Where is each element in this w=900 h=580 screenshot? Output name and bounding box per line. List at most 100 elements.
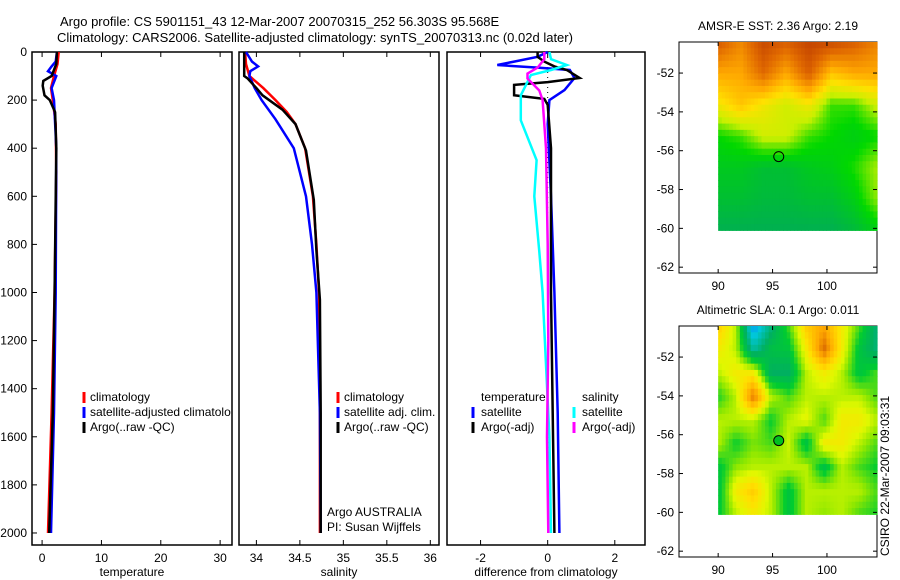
heatmap-cell xyxy=(786,476,791,484)
heatmap-cell xyxy=(718,54,723,62)
heatmap-cell xyxy=(732,401,737,409)
heatmap-cell xyxy=(732,117,737,125)
heatmap-cell xyxy=(797,180,802,187)
heatmap-cell xyxy=(830,67,835,74)
heatmap-cell xyxy=(819,376,824,384)
heatmap-cell xyxy=(718,457,723,465)
heatmap-cell xyxy=(790,192,795,200)
heatmap-cell xyxy=(757,332,763,340)
heatmap-cell xyxy=(757,508,763,515)
heatmap-cell xyxy=(826,501,831,509)
heatmap-cell xyxy=(808,48,813,56)
heatmap-cell xyxy=(822,482,828,490)
heatmap-cell xyxy=(873,357,878,365)
heatmap-cell xyxy=(765,395,770,402)
heatmap-cell xyxy=(768,173,773,181)
x-tick-label: 34.5 xyxy=(288,551,312,565)
x-tick-label: 20 xyxy=(154,551,168,565)
heatmap-cell xyxy=(757,192,763,200)
heatmap-cell xyxy=(826,54,831,62)
heatmap-cell xyxy=(801,54,806,62)
heatmap-cell xyxy=(750,129,755,137)
heatmap-cell xyxy=(779,205,784,213)
heatmap-cell xyxy=(862,154,867,162)
heatmap-cell xyxy=(840,173,846,181)
heatmap-cell xyxy=(844,117,849,125)
heatmap-cell xyxy=(772,111,777,118)
heatmap-cell xyxy=(754,445,759,453)
heatmap-cell xyxy=(815,192,820,200)
heatmap-cell xyxy=(757,180,763,187)
heatmap-cell xyxy=(768,73,773,81)
heatmap-cell xyxy=(750,501,755,509)
heatmap-cell xyxy=(721,426,726,434)
heatmap-cell xyxy=(830,129,835,137)
heatmap-cell xyxy=(862,407,867,415)
heatmap-cell xyxy=(808,464,813,471)
heatmap-cell xyxy=(790,382,795,390)
heatmap-cell xyxy=(783,395,788,402)
heatmap-cell xyxy=(804,85,810,93)
heatmap-cell xyxy=(728,445,734,453)
heatmap-cell xyxy=(775,401,781,409)
heatmap-cell xyxy=(790,457,795,465)
heatmap-cell xyxy=(793,382,799,390)
heatmap-cell xyxy=(739,332,745,340)
heatmap-cell xyxy=(743,192,748,200)
heatmap-cell xyxy=(736,60,741,68)
heatmap-cell xyxy=(866,54,871,62)
heatmap-cell xyxy=(833,357,838,365)
heatmap-cell xyxy=(732,376,737,384)
heatmap-cell xyxy=(858,173,864,181)
heatmap-cell xyxy=(739,464,745,471)
heatmap-cell xyxy=(830,205,835,213)
heatmap-cell xyxy=(768,445,773,453)
axes-box xyxy=(446,51,646,546)
heatmap-cell xyxy=(840,338,846,346)
heatmap-cell xyxy=(819,401,824,409)
heatmap-cell xyxy=(728,464,734,471)
heatmap-cell xyxy=(783,476,788,484)
heatmap-cell xyxy=(739,401,745,409)
heatmap-cell xyxy=(790,60,795,68)
heatmap-cell xyxy=(851,363,856,371)
heatmap-cell xyxy=(793,451,799,459)
heatmap-cell xyxy=(725,407,730,415)
heatmap-cell xyxy=(862,67,867,74)
heatmap-cell xyxy=(873,136,878,144)
heatmap-cell xyxy=(783,142,788,150)
heatmap-cell xyxy=(783,457,788,465)
heatmap-cell xyxy=(750,67,755,74)
heatmap-cell xyxy=(761,420,766,428)
heatmap-cell xyxy=(866,432,871,440)
heatmap-cell xyxy=(743,123,748,131)
heatmap-cell xyxy=(743,326,748,333)
heatmap-cell xyxy=(808,73,813,81)
heatmap-cell xyxy=(768,186,773,194)
heatmap-cell xyxy=(819,476,824,484)
heatmap-cell xyxy=(840,470,846,478)
heatmap-cell xyxy=(873,426,878,434)
heatmap-cell xyxy=(732,495,737,503)
heatmap-cell xyxy=(747,351,752,358)
heatmap-cell xyxy=(837,48,842,56)
heatmap-cell xyxy=(725,382,730,390)
heatmap-cell xyxy=(826,482,831,490)
heatmap-cell xyxy=(833,167,838,175)
heatmap-cell xyxy=(750,180,755,187)
heatmap-cell xyxy=(728,54,734,62)
heatmap-cell xyxy=(793,205,799,213)
heatmap-cell xyxy=(837,401,842,409)
heatmap-cell xyxy=(808,92,813,100)
heatmap-cell xyxy=(750,148,755,156)
heatmap-cell xyxy=(808,363,813,371)
heatmap-cell xyxy=(721,123,726,131)
x-tick-label: 34 xyxy=(250,551,264,565)
heatmap-cell xyxy=(790,92,795,100)
heatmap-cell xyxy=(765,357,770,365)
heatmap-cell xyxy=(775,117,781,125)
heatmap-cell xyxy=(833,332,838,340)
heatmap-cell xyxy=(833,186,838,194)
heatmap-cell xyxy=(840,489,846,497)
heatmap-cell xyxy=(862,326,867,333)
